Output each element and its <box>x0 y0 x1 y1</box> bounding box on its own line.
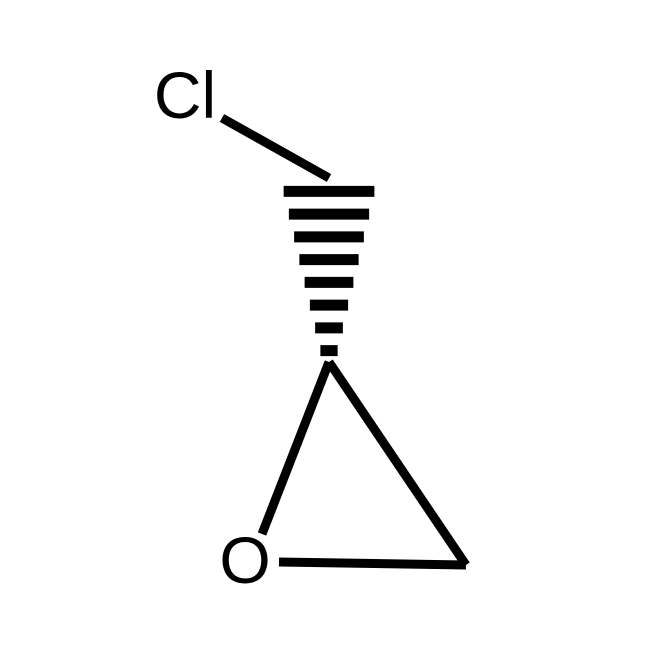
bond-cl-c1 <box>222 118 329 178</box>
atom-label-o: O <box>219 527 270 593</box>
atom-label-cl: Cl <box>154 62 216 128</box>
molecule-svg <box>0 0 650 650</box>
bond-epoxide-left <box>262 362 329 534</box>
bond-epoxide-base <box>279 562 466 565</box>
bond-epoxide-right <box>329 362 466 565</box>
molecule-canvas: Cl O <box>0 0 650 650</box>
